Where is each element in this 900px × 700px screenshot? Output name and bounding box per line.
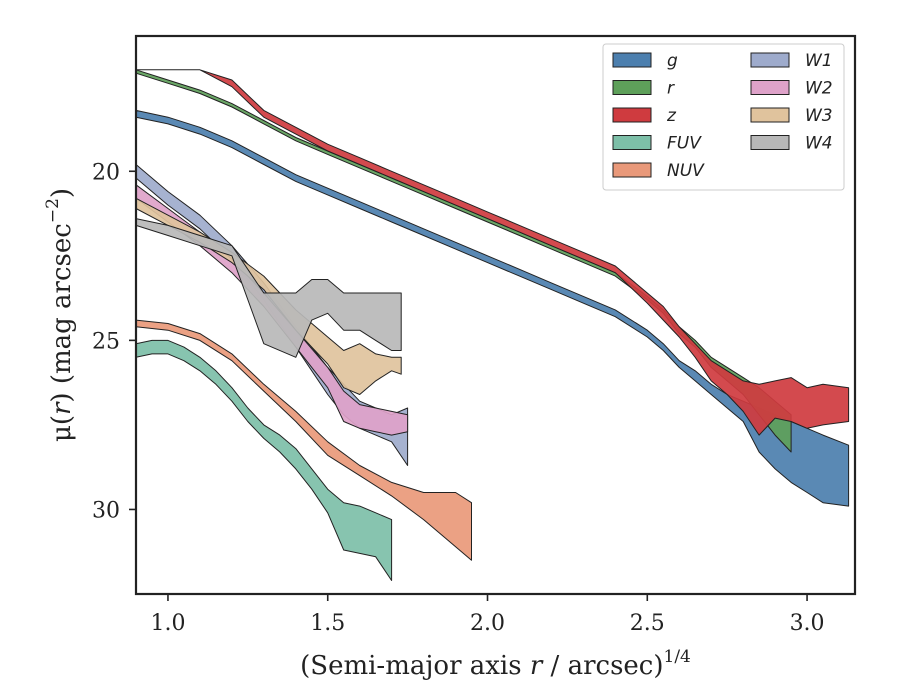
legend-label-g: g xyxy=(667,51,678,71)
legend-swatch-z xyxy=(612,107,652,123)
legend-label-w2: W2 xyxy=(805,79,833,99)
y-tick-label: 20 xyxy=(92,160,120,185)
legend-label-fuv: FUV xyxy=(667,134,702,154)
band-g xyxy=(135,109,850,507)
x-axis-ticks: 1.0 1.5 2.0 2.5 3.0 xyxy=(150,594,825,636)
legend-swatch-w1 xyxy=(750,52,790,68)
band-fuv xyxy=(135,339,393,581)
band-w3 xyxy=(135,197,402,395)
x-tick-label: 1.0 xyxy=(150,611,185,636)
legend: grz FUV NUV W1 W2 W3 W4 xyxy=(602,43,845,191)
x-tick-label: 2.0 xyxy=(470,611,505,636)
y-axis-label: μ(r) (mag arcsec−2) xyxy=(43,188,77,442)
legend-label-r: r xyxy=(667,79,675,99)
series-bands xyxy=(135,69,850,581)
legend-label-nuv: NUV xyxy=(667,161,705,181)
legend-label-w3: W3 xyxy=(805,106,833,126)
x-axis-label: (Semi-major axis r / arcsec)1/4 xyxy=(300,647,691,681)
band-z xyxy=(135,69,850,436)
legend-label-w4: W4 xyxy=(805,134,833,154)
legend-swatch-w4 xyxy=(750,135,790,150)
y-tick-label: 25 xyxy=(92,329,120,354)
band-nuv xyxy=(135,319,472,561)
y-axis-ticks: 20 25 30 xyxy=(92,160,136,523)
band-w4 xyxy=(135,218,402,358)
legend-swatch-w3 xyxy=(750,107,790,123)
legend-swatch-fuv xyxy=(612,135,652,150)
legend-swatch-nuv xyxy=(612,162,652,178)
legend-label-w1: W1 xyxy=(805,51,833,71)
legend-swatch-g xyxy=(612,52,652,68)
legend-swatch-r xyxy=(612,80,652,95)
x-tick-label: 3.0 xyxy=(790,611,825,636)
x-tick-label: 2.5 xyxy=(630,611,665,636)
y-tick-label: 30 xyxy=(92,498,120,523)
x-tick-label: 1.5 xyxy=(310,611,345,636)
legend-swatch-w2 xyxy=(750,80,790,95)
legend-label-z: z xyxy=(666,106,677,126)
plot-frame xyxy=(134,34,857,596)
